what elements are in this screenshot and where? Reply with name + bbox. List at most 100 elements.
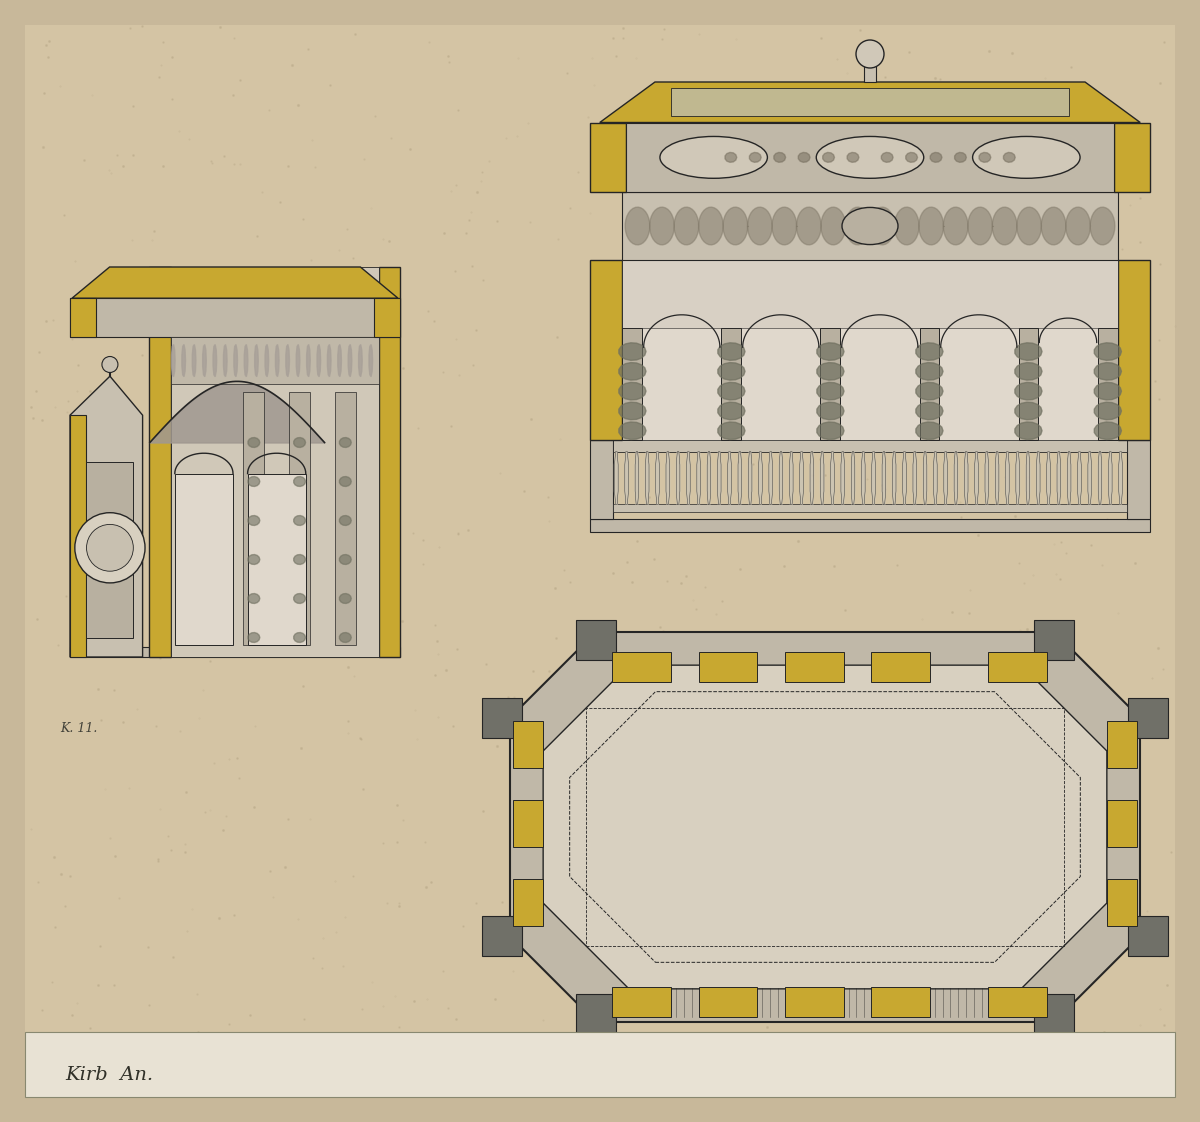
Bar <box>590 518 1150 532</box>
Bar <box>680 1070 715 1082</box>
Polygon shape <box>968 208 992 245</box>
Polygon shape <box>799 451 803 504</box>
Polygon shape <box>544 665 1106 988</box>
Polygon shape <box>340 515 352 525</box>
Polygon shape <box>619 343 646 360</box>
Polygon shape <box>286 344 289 377</box>
Polygon shape <box>774 153 786 163</box>
Bar <box>871 652 930 682</box>
Bar <box>853 1070 888 1082</box>
Polygon shape <box>862 451 865 504</box>
Polygon shape <box>748 208 773 245</box>
Bar <box>646 1070 680 1082</box>
Polygon shape <box>619 422 646 440</box>
Polygon shape <box>72 267 398 298</box>
Polygon shape <box>677 451 680 504</box>
Polygon shape <box>1118 451 1122 504</box>
Polygon shape <box>294 633 306 643</box>
Polygon shape <box>1078 451 1081 504</box>
Polygon shape <box>307 344 311 377</box>
Bar <box>821 328 840 440</box>
Bar <box>590 122 625 192</box>
Polygon shape <box>338 344 342 377</box>
Bar <box>698 987 757 1017</box>
Bar <box>612 652 671 682</box>
Polygon shape <box>265 344 269 377</box>
Polygon shape <box>328 344 331 377</box>
Bar <box>785 987 844 1017</box>
Polygon shape <box>749 451 752 504</box>
Bar <box>864 66 876 82</box>
Polygon shape <box>600 82 1140 122</box>
Bar <box>1128 698 1168 737</box>
Bar <box>1128 917 1168 956</box>
Polygon shape <box>510 632 1140 1022</box>
Polygon shape <box>1015 383 1042 399</box>
Polygon shape <box>70 376 143 657</box>
Bar <box>742 328 821 440</box>
Polygon shape <box>340 438 352 448</box>
Bar <box>613 504 1127 513</box>
Polygon shape <box>817 422 844 440</box>
Polygon shape <box>1015 362 1042 380</box>
Polygon shape <box>934 451 937 504</box>
Polygon shape <box>906 153 918 163</box>
Polygon shape <box>718 362 745 380</box>
Polygon shape <box>248 594 260 604</box>
Polygon shape <box>718 402 745 420</box>
Polygon shape <box>172 344 175 377</box>
Bar <box>818 1070 853 1082</box>
Polygon shape <box>954 451 958 504</box>
Bar <box>785 652 844 682</box>
Bar <box>590 440 613 518</box>
Polygon shape <box>882 451 886 504</box>
Polygon shape <box>1088 451 1092 504</box>
Bar <box>611 1070 646 1082</box>
Bar <box>70 647 400 657</box>
Polygon shape <box>1066 208 1091 245</box>
Bar <box>514 720 544 767</box>
Polygon shape <box>697 451 701 504</box>
Bar <box>721 328 742 440</box>
Bar <box>613 440 1127 451</box>
Polygon shape <box>913 451 917 504</box>
Polygon shape <box>841 451 845 504</box>
Polygon shape <box>619 362 646 380</box>
Polygon shape <box>724 208 748 245</box>
Polygon shape <box>955 153 966 163</box>
Polygon shape <box>769 451 773 504</box>
Bar <box>1127 440 1150 518</box>
Bar <box>482 698 522 737</box>
Ellipse shape <box>816 137 924 178</box>
Bar <box>25 1032 1175 1097</box>
Polygon shape <box>1042 208 1066 245</box>
Bar <box>1115 122 1150 192</box>
Polygon shape <box>718 383 745 399</box>
Bar <box>988 652 1046 682</box>
Bar <box>576 994 616 1034</box>
Polygon shape <box>1015 343 1042 360</box>
Bar <box>919 328 940 440</box>
Bar <box>576 620 616 660</box>
Polygon shape <box>1094 402 1122 420</box>
Polygon shape <box>919 208 943 245</box>
Bar <box>1106 720 1136 767</box>
Polygon shape <box>944 451 948 504</box>
Bar <box>958 1070 992 1082</box>
Polygon shape <box>974 451 978 504</box>
Polygon shape <box>646 451 649 504</box>
Polygon shape <box>666 451 670 504</box>
Polygon shape <box>1067 451 1070 504</box>
Bar <box>988 987 1046 1017</box>
Polygon shape <box>294 438 306 448</box>
Polygon shape <box>248 554 260 564</box>
Bar <box>623 192 1117 260</box>
Polygon shape <box>923 451 926 504</box>
Polygon shape <box>1003 153 1015 163</box>
Bar <box>992 1070 1027 1082</box>
Bar <box>1034 620 1074 660</box>
Polygon shape <box>294 594 306 604</box>
Bar <box>170 267 378 657</box>
Polygon shape <box>965 451 968 504</box>
Polygon shape <box>979 153 991 163</box>
